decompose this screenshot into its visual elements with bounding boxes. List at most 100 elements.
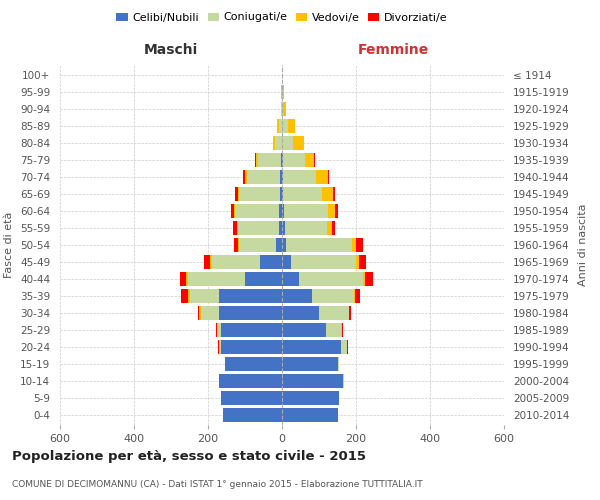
Bar <box>181 288 188 303</box>
Bar <box>197 306 199 320</box>
Bar <box>188 288 190 303</box>
Bar <box>239 238 277 252</box>
Bar <box>322 187 334 202</box>
Bar <box>316 170 328 184</box>
Bar <box>282 119 287 134</box>
Bar <box>282 238 286 252</box>
Bar <box>283 85 284 100</box>
Bar <box>219 306 282 320</box>
Bar <box>224 356 282 371</box>
Bar <box>305 153 314 168</box>
Bar <box>341 322 343 337</box>
Bar <box>277 119 279 134</box>
Bar <box>314 153 315 168</box>
Bar <box>282 187 283 202</box>
Bar <box>284 204 328 218</box>
Bar <box>282 306 319 320</box>
Bar <box>259 153 281 168</box>
Bar <box>279 119 282 134</box>
Bar <box>275 136 282 150</box>
Text: COMUNE DI DECIMOMANNU (CA) - Dati ISTAT 1° gennaio 2015 - Elaborazione TUTTITALI: COMUNE DI DECIMOMANNU (CA) - Dati ISTAT … <box>12 480 422 489</box>
Legend: Celibi/Nubili, Coniugati/e, Vedovi/e, Divorziati/e: Celibi/Nubili, Coniugati/e, Vedovi/e, Di… <box>112 8 452 27</box>
Bar <box>243 170 245 184</box>
Bar <box>219 374 282 388</box>
Bar <box>283 102 286 117</box>
Bar <box>273 136 275 150</box>
Text: Maschi: Maschi <box>144 42 198 56</box>
Bar <box>282 85 283 100</box>
Bar <box>210 255 212 269</box>
Bar <box>282 272 299 286</box>
Bar <box>281 102 282 117</box>
Bar <box>235 204 280 218</box>
Bar <box>233 238 238 252</box>
Bar <box>282 221 284 235</box>
Bar <box>282 204 284 218</box>
Bar <box>279 221 282 235</box>
Bar <box>326 322 341 337</box>
Bar <box>359 255 367 269</box>
Y-axis label: Fasce di età: Fasce di età <box>4 212 14 278</box>
Bar <box>343 374 344 388</box>
Bar <box>286 238 352 252</box>
Bar <box>212 255 260 269</box>
Bar <box>282 322 326 337</box>
Bar <box>282 340 341 354</box>
Y-axis label: Anni di nascita: Anni di nascita <box>578 204 588 286</box>
Bar <box>282 374 343 388</box>
Bar <box>354 288 355 303</box>
Bar <box>291 255 356 269</box>
Bar <box>341 340 347 354</box>
Bar <box>282 408 337 422</box>
Bar <box>349 306 351 320</box>
Bar <box>282 153 283 168</box>
Bar <box>218 340 219 354</box>
Bar <box>237 221 238 235</box>
Bar <box>364 272 365 286</box>
Bar <box>281 153 282 168</box>
Bar <box>188 272 245 286</box>
Bar <box>238 187 239 202</box>
Bar <box>256 153 259 168</box>
Bar <box>233 221 237 235</box>
Bar <box>186 272 188 286</box>
Bar <box>255 153 256 168</box>
Bar <box>282 102 283 117</box>
Bar <box>190 288 219 303</box>
Bar <box>282 356 337 371</box>
Bar <box>199 306 200 320</box>
Bar <box>235 187 238 202</box>
Bar <box>356 238 362 252</box>
Bar <box>239 187 280 202</box>
Bar <box>219 340 221 354</box>
Bar <box>282 170 283 184</box>
Bar <box>282 255 291 269</box>
Bar <box>219 288 282 303</box>
Bar <box>245 170 247 184</box>
Bar <box>238 238 239 252</box>
Bar <box>365 272 373 286</box>
Bar <box>230 204 233 218</box>
Bar <box>299 272 364 286</box>
Bar <box>238 221 279 235</box>
Bar <box>334 187 335 202</box>
Bar <box>221 322 282 337</box>
Bar <box>217 322 221 337</box>
Bar <box>355 288 360 303</box>
Bar <box>319 306 349 320</box>
Bar <box>280 170 282 184</box>
Bar <box>221 390 282 405</box>
Bar <box>260 255 282 269</box>
Bar <box>282 136 293 150</box>
Bar <box>335 204 338 218</box>
Text: Femmine: Femmine <box>358 42 428 56</box>
Bar <box>287 119 295 134</box>
Bar <box>283 170 316 184</box>
Bar <box>328 204 335 218</box>
Bar <box>233 204 235 218</box>
Bar <box>284 221 327 235</box>
Bar <box>282 288 311 303</box>
Bar <box>283 153 305 168</box>
Text: Popolazione per età, sesso e stato civile - 2015: Popolazione per età, sesso e stato civil… <box>12 450 366 463</box>
Bar <box>179 272 186 286</box>
